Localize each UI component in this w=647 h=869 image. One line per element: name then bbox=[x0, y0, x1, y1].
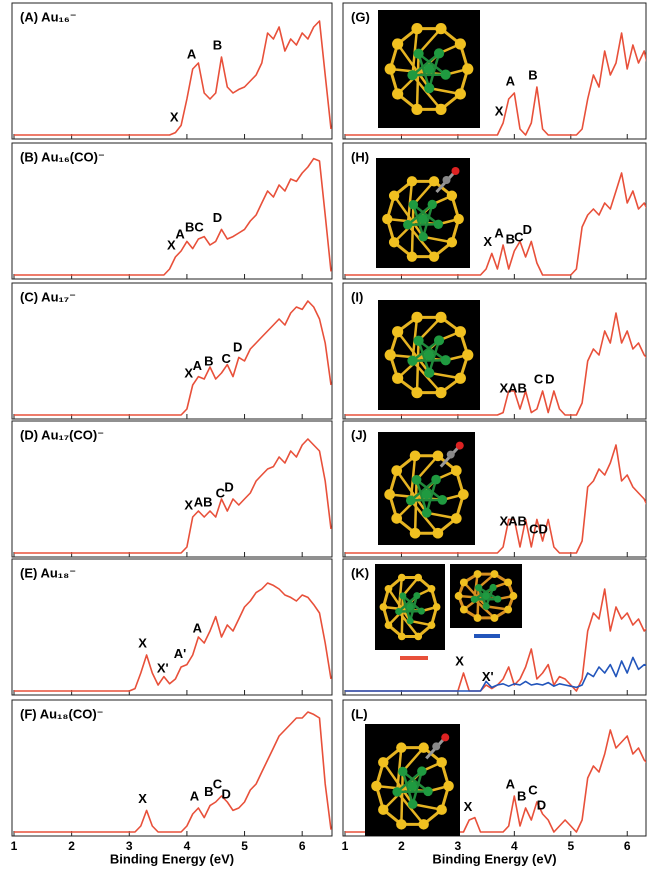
panel-title: (J) bbox=[351, 427, 367, 442]
peak-label: X bbox=[455, 653, 464, 668]
peak-label: D bbox=[545, 371, 554, 386]
peak-label: A bbox=[193, 358, 203, 373]
spectrum-line bbox=[345, 657, 647, 691]
x-axis-label: Binding Energy (eV) bbox=[110, 851, 234, 866]
panel-title: (C) Au₁₇⁻ bbox=[20, 289, 76, 304]
peak-label: B bbox=[213, 37, 222, 52]
cluster-image bbox=[375, 564, 445, 650]
peak-label: A bbox=[494, 225, 504, 240]
cluster-image bbox=[376, 158, 470, 268]
spectrum-line bbox=[14, 583, 331, 691]
peak-label: D bbox=[221, 787, 230, 802]
figure: (A) Au₁₆⁻XAB(B) Au₁₆(CO)⁻XABCD(C) Au₁₇⁻X… bbox=[0, 0, 647, 869]
peak-label: B bbox=[528, 67, 537, 82]
peak-label: CD bbox=[529, 521, 548, 536]
cluster-image bbox=[378, 300, 480, 410]
panel-title: (L) bbox=[351, 706, 368, 721]
panel-title: (B) Au₁₆(CO)⁻ bbox=[20, 149, 105, 164]
panel-title: (H) bbox=[351, 149, 369, 164]
peak-label: A bbox=[190, 788, 200, 803]
peak-label: XAB bbox=[499, 380, 526, 395]
panel-title: (K) bbox=[351, 565, 369, 580]
peak-label: X bbox=[483, 234, 492, 249]
peak-label: X bbox=[170, 109, 179, 124]
legend-bar-red bbox=[400, 656, 428, 660]
peak-label: C bbox=[221, 351, 231, 366]
peak-label: X bbox=[184, 497, 193, 512]
peak-label: A bbox=[506, 776, 516, 791]
peak-label: BC bbox=[185, 219, 204, 234]
peak-label: D bbox=[537, 797, 546, 812]
peak-label: X' bbox=[157, 661, 169, 676]
x-tick-label: 5 bbox=[241, 839, 248, 853]
spectrum-line bbox=[14, 159, 331, 275]
cluster-image bbox=[450, 564, 522, 628]
legend-bar-blue bbox=[474, 634, 500, 638]
x-tick-label: 5 bbox=[567, 839, 574, 853]
x-tick-label: 2 bbox=[68, 839, 75, 853]
peak-label: X bbox=[495, 103, 504, 118]
peak-label: D bbox=[233, 340, 242, 355]
peak-label: X bbox=[464, 799, 473, 814]
cluster-image bbox=[378, 432, 475, 545]
x-tick-label: 6 bbox=[299, 839, 306, 853]
peak-label: A bbox=[506, 73, 516, 88]
peak-label: A bbox=[175, 227, 185, 242]
peak-label: C bbox=[528, 782, 538, 797]
spectrum-line bbox=[14, 301, 331, 415]
peak-label: AB bbox=[194, 494, 213, 509]
peak-label: A bbox=[187, 46, 197, 61]
x-axis-label: Binding Energy (eV) bbox=[432, 851, 556, 866]
peak-label: D bbox=[224, 479, 233, 494]
peak-label: X bbox=[138, 791, 147, 806]
spectrum-line bbox=[14, 439, 331, 553]
x-tick-label: 1 bbox=[11, 839, 18, 853]
panel-title: (G) bbox=[351, 9, 370, 24]
peak-label: C bbox=[534, 371, 544, 386]
panel-title: (F) Au₁₈(CO)⁻ bbox=[20, 706, 104, 721]
peak-label: A bbox=[193, 620, 203, 635]
peak-label: D bbox=[213, 210, 222, 225]
cluster-image bbox=[378, 10, 480, 128]
panel-title: (D) Au₁₇(CO)⁻ bbox=[20, 427, 104, 442]
peak-label: X bbox=[138, 635, 147, 650]
peak-label: B bbox=[517, 788, 526, 803]
spectrum-line bbox=[14, 712, 331, 832]
panel-title: (I) bbox=[351, 289, 363, 304]
peak-label: XAB bbox=[499, 514, 526, 529]
x-tick-label: 6 bbox=[624, 839, 631, 853]
peak-label: X' bbox=[482, 669, 494, 684]
panel-title: (A) Au₁₆⁻ bbox=[20, 9, 77, 24]
x-tick-label: 1 bbox=[342, 839, 349, 853]
cluster-image bbox=[365, 724, 460, 836]
peak-label: A' bbox=[174, 646, 186, 661]
panel-title: (E) Au₁₈⁻ bbox=[20, 565, 76, 580]
peak-label: B bbox=[204, 353, 213, 368]
peak-label: D bbox=[523, 222, 532, 237]
x-tick-label: 2 bbox=[398, 839, 405, 853]
